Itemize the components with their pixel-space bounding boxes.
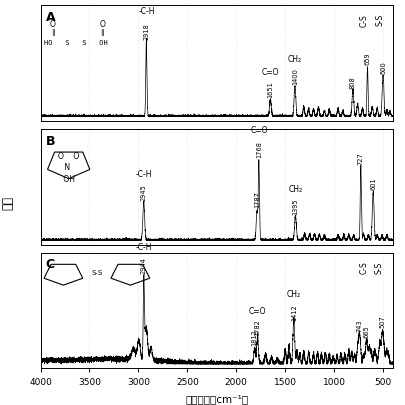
Text: 665: 665	[364, 324, 370, 337]
Text: 强度: 强度	[2, 196, 15, 209]
Text: 2918: 2918	[143, 23, 149, 39]
Text: CH₂: CH₂	[288, 184, 303, 193]
Text: C-S: C-S	[359, 261, 369, 274]
Text: 727: 727	[358, 152, 364, 164]
Text: CH₂: CH₂	[288, 55, 302, 64]
Text: 1400: 1400	[292, 68, 298, 85]
Text: 1768: 1768	[256, 141, 262, 158]
Text: A: A	[46, 11, 55, 23]
Text: 743: 743	[356, 319, 362, 331]
Text: O: O	[99, 20, 105, 29]
Text: CH₂: CH₂	[287, 290, 301, 299]
Text: B: B	[46, 134, 55, 147]
Text: -C-H: -C-H	[136, 243, 152, 252]
Text: ‖: ‖	[100, 29, 104, 36]
Text: 507: 507	[379, 314, 386, 327]
Text: 1395: 1395	[292, 198, 298, 214]
Text: C-S: C-S	[360, 14, 369, 27]
Text: 1812: 1812	[252, 328, 258, 345]
Text: O: O	[50, 20, 56, 29]
Text: S-S: S-S	[91, 269, 102, 275]
Text: -C-H: -C-H	[138, 7, 155, 16]
Text: S-S: S-S	[375, 14, 384, 26]
Text: 2944: 2944	[141, 257, 147, 273]
Text: 1787: 1787	[254, 191, 260, 208]
Text: ‖: ‖	[51, 29, 55, 36]
Text: HO   S   S   OH: HO S S OH	[44, 40, 108, 46]
Text: 500: 500	[380, 61, 386, 74]
Text: 1651: 1651	[267, 81, 273, 98]
Text: C=O: C=O	[262, 68, 279, 77]
Text: N: N	[62, 163, 75, 172]
Text: C=O: C=O	[250, 126, 268, 134]
Text: 2945: 2945	[141, 183, 147, 200]
Text: 拉曼位移（cm⁻¹）: 拉曼位移（cm⁻¹）	[185, 393, 248, 403]
Text: 659: 659	[364, 52, 371, 65]
Text: 808: 808	[350, 76, 356, 89]
Text: S-S: S-S	[375, 261, 384, 273]
Text: OH: OH	[60, 175, 77, 183]
Text: -C-H: -C-H	[136, 169, 152, 178]
Text: O    O: O O	[58, 151, 79, 160]
Text: C=O: C=O	[249, 306, 266, 315]
Text: C: C	[46, 258, 55, 271]
Text: 601: 601	[370, 177, 376, 190]
Text: 1412: 1412	[291, 304, 297, 321]
Text: 1782: 1782	[255, 319, 260, 336]
